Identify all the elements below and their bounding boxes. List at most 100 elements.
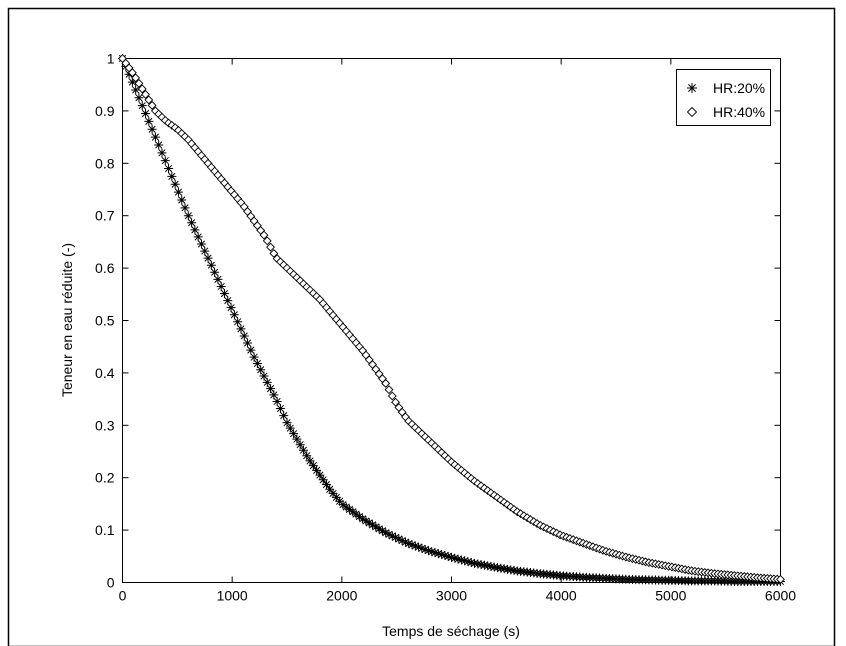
data-point — [321, 480, 331, 490]
data-point — [427, 547, 437, 557]
data-point — [193, 232, 203, 242]
data-point — [289, 429, 299, 439]
data-point — [417, 543, 427, 553]
data-point — [259, 230, 269, 240]
data-point — [269, 248, 279, 258]
data-point — [345, 504, 355, 514]
data-point — [407, 540, 417, 550]
y-tick-label: 0.4 — [95, 365, 115, 381]
data-point — [354, 511, 364, 521]
data-point — [219, 289, 229, 299]
data-point — [489, 562, 499, 572]
data-point — [351, 509, 361, 519]
data-point — [776, 574, 785, 584]
data-point — [226, 303, 236, 313]
legend-label-hr20: HR:20% — [713, 80, 765, 96]
x-tick-label: 5000 — [655, 588, 686, 604]
data-point — [318, 475, 328, 485]
data-point — [387, 391, 397, 401]
data-point — [341, 502, 351, 512]
data-point — [338, 500, 348, 510]
data-point — [269, 390, 279, 400]
data-point — [312, 465, 322, 475]
data-point — [150, 132, 160, 142]
y-tick-label: 0.9 — [95, 103, 115, 119]
data-point — [127, 68, 137, 78]
data-point — [479, 560, 489, 570]
data-point — [331, 492, 341, 502]
data-point — [453, 554, 463, 564]
data-point — [256, 365, 266, 375]
legend-diamond-icon — [686, 106, 698, 118]
data-point — [470, 558, 480, 568]
data-point — [167, 171, 177, 181]
y-tick-label: 1 — [107, 51, 115, 67]
data-point — [499, 564, 509, 574]
data-point — [308, 461, 318, 471]
y-tick-label: 0.7 — [95, 208, 115, 224]
data-point — [433, 549, 443, 559]
data-point — [210, 267, 220, 277]
legend-marker-hr40 — [686, 106, 698, 118]
data-point — [387, 531, 397, 541]
x-tick-label: 4000 — [546, 588, 577, 604]
x-axis-title: Temps de séchage (s) — [382, 623, 520, 639]
data-point — [216, 281, 226, 291]
data-point — [381, 528, 391, 538]
data-point — [239, 331, 249, 341]
data-point — [137, 84, 147, 94]
data-point — [279, 411, 289, 421]
data-point — [252, 358, 262, 368]
data-point — [295, 440, 305, 450]
y-tick-label: 0.5 — [95, 313, 115, 329]
data-point — [430, 548, 440, 558]
data-point — [463, 557, 473, 567]
data-point — [144, 95, 154, 105]
data-point — [131, 73, 141, 83]
figure-border — [7, 7, 836, 646]
data-point — [236, 324, 246, 334]
data-point — [223, 296, 233, 306]
data-point — [206, 260, 216, 270]
data-point — [266, 384, 276, 394]
data-point — [292, 434, 302, 444]
y-axis-title: Teneur en eau réduite (-) — [59, 243, 75, 397]
x-tick-label: 1000 — [217, 588, 248, 604]
data-point — [476, 560, 486, 570]
data-point — [391, 397, 401, 407]
data-point — [410, 541, 420, 551]
data-point — [190, 225, 200, 235]
y-tick-label: 0 — [107, 575, 115, 591]
data-point — [164, 164, 174, 174]
legend-label-hr40: HR:40% — [713, 104, 765, 120]
data-point — [282, 418, 292, 428]
data-point — [173, 187, 183, 197]
data-point — [160, 156, 170, 166]
x-tick-label: 2000 — [326, 588, 357, 604]
data-point — [374, 524, 384, 534]
data-point — [131, 85, 141, 95]
data-point — [364, 518, 374, 528]
data-point — [266, 242, 275, 252]
data-point — [127, 77, 137, 87]
data-point — [391, 532, 401, 542]
data-point — [460, 556, 470, 566]
y-tick-label: 0.6 — [95, 260, 115, 276]
data-point — [443, 551, 453, 561]
data-point — [134, 93, 144, 103]
data-point — [486, 561, 496, 571]
data-point — [496, 563, 506, 573]
data-point — [423, 546, 433, 556]
x-tick-label: 0 — [119, 588, 127, 604]
data-point — [200, 246, 210, 256]
data-point — [404, 539, 414, 549]
data-point — [141, 89, 150, 99]
data-point — [447, 552, 456, 562]
y-tick-label: 0.1 — [95, 522, 115, 538]
data-point — [414, 542, 424, 552]
data-point — [502, 564, 512, 574]
data-point — [335, 496, 345, 506]
data-point — [361, 516, 371, 526]
